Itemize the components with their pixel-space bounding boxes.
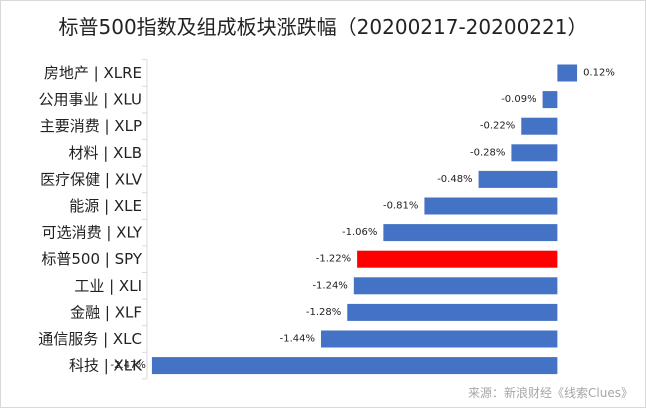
bar [478,170,558,188]
value-label: -1.22% [316,254,351,265]
bar [321,330,558,348]
value-label: -2.47% [111,360,146,371]
bar [521,117,558,135]
category-label: 科技 | XLK [69,357,143,375]
value-label: -0.48% [437,174,472,185]
bar-highlight [357,250,558,268]
category-label: 通信服务 | XLC [38,330,142,348]
category-label: 工业 | XLI [74,277,142,295]
value-label: -1.28% [306,307,341,318]
category-label: 可选消费 | XLY [42,224,143,242]
value-label: 0.12% [583,68,615,79]
source-note: 来源：新浪财经《线索Clues》 [468,386,633,400]
category-label: 主要消费 | XLP [40,117,142,135]
category-label: 金融 | XLF [70,303,142,321]
category-label: 房地产 | XLRE [44,64,142,82]
value-label: -1.44% [280,334,315,345]
value-label: -0.28% [470,147,505,158]
bar [557,64,578,82]
category-label: 能源 | XLE [69,197,142,215]
category-label: 公用事业 | XLU [39,91,142,109]
value-label: -1.06% [342,227,377,238]
bar [511,144,558,162]
value-label: -0.09% [501,94,536,105]
chart-title: 标普500指数及组成板块涨跌幅（20200217-20200221） [58,15,588,39]
value-label: -0.22% [480,121,515,132]
value-label: -1.24% [312,280,347,291]
bar [424,197,558,215]
bar [353,277,558,295]
category-label: 材料 | XLB [68,144,142,162]
bar [347,303,558,321]
bar [151,357,558,375]
category-label: 医疗保健 | XLV [40,170,143,188]
category-label: 标普500 | SPY [41,250,142,268]
bar [542,91,558,109]
value-label: -0.81% [383,201,418,212]
bar [383,224,558,242]
